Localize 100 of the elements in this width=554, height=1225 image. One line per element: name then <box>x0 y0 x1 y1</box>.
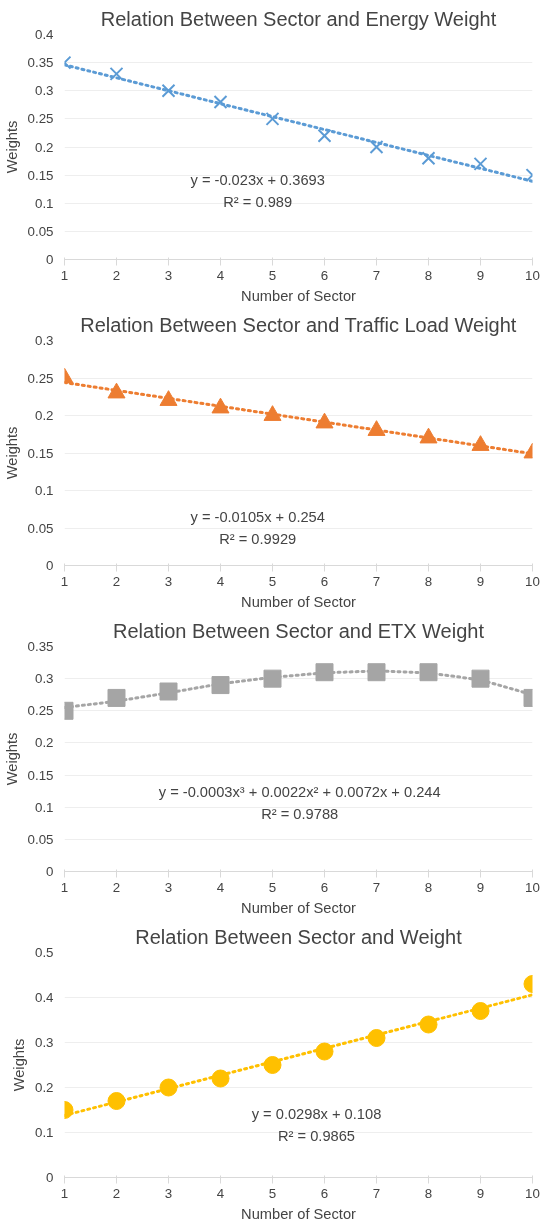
x-tick-label: 6 <box>320 879 329 895</box>
y-tick-label: 0.2 <box>34 1080 54 1095</box>
point <box>317 128 332 143</box>
annotation: y = -0.0003x³ + 0.0022x² + 0.0072x + 0.244 <box>158 784 441 801</box>
point <box>159 1078 178 1097</box>
y-tick-label: 0.15 <box>27 167 54 183</box>
x-tick-label: 2 <box>112 879 121 895</box>
x-axis-title: Number of Sector <box>241 593 357 610</box>
y-tick-label: 0 <box>46 558 54 573</box>
x-tick-label: 10 <box>525 267 540 283</box>
x-tick-label: 10 <box>525 879 540 895</box>
y-axis-title: Weights <box>3 426 20 480</box>
y-tick-label: 0 <box>46 1170 54 1185</box>
point <box>211 397 230 414</box>
point <box>211 1069 230 1088</box>
y-tick-label: 0.05 <box>27 223 54 239</box>
y-tick-label: 0.05 <box>27 520 54 536</box>
point <box>367 663 386 682</box>
point <box>369 139 384 155</box>
y-axis-title: Weights <box>3 732 20 786</box>
x-tick-label: 4 <box>216 1185 225 1201</box>
x-tick-label: 3 <box>164 573 173 589</box>
y-tick-label: 0.1 <box>34 799 54 815</box>
chart-title: Relation Between Sector and Weight <box>135 925 463 948</box>
x-tick-label: 8 <box>424 573 433 589</box>
point <box>265 111 280 126</box>
x-tick-label: 4 <box>216 573 225 589</box>
y-tick-label: 0.2 <box>34 735 54 751</box>
point <box>471 435 490 451</box>
x-tick-label: 4 <box>216 267 225 283</box>
point <box>367 420 386 436</box>
x-tick-label: 3 <box>164 267 173 283</box>
point <box>419 1015 438 1034</box>
y-tick-label: 0.3 <box>34 333 54 348</box>
point <box>471 669 490 688</box>
x-tick-label: 5 <box>268 573 277 589</box>
x-tick-label: 2 <box>112 573 121 589</box>
point <box>315 663 334 682</box>
x-axis-title: Number of Sector <box>241 287 357 304</box>
x-tick-label: 1 <box>60 879 69 895</box>
y-tick-label: 0.1 <box>34 483 54 498</box>
point <box>213 94 228 110</box>
point <box>109 66 124 81</box>
annotation: y = -0.023x + 0.3693 <box>190 172 325 189</box>
x-tick-label: 6 <box>320 267 329 283</box>
point <box>263 405 282 421</box>
chart-title: Relation Between Sector and ETX Weight <box>113 619 485 642</box>
point <box>471 1002 490 1020</box>
x-tick-label: 5 <box>268 1185 277 1201</box>
x-tick-label: 7 <box>372 573 381 589</box>
y-axis-title: Weights <box>10 1038 27 1092</box>
y-tick-label: 0 <box>46 864 54 879</box>
x-tick-label: 9 <box>476 573 485 589</box>
y-tick-label: 0.35 <box>27 639 54 654</box>
y-tick-label: 0.25 <box>27 111 54 127</box>
x-tick-label: 1 <box>60 573 69 589</box>
annotation: R² = 0.989 <box>223 194 293 211</box>
y-tick-label: 0.05 <box>27 831 54 847</box>
x-tick-label: 9 <box>476 879 485 895</box>
x-tick-label: 6 <box>320 1185 329 1201</box>
x-axis-title: Number of Sector <box>241 1205 357 1222</box>
x-tick-label: 8 <box>424 1185 433 1201</box>
y-tick-label: 0.3 <box>34 83 54 99</box>
y-tick-label: 0.3 <box>34 1035 54 1050</box>
chart-title: Relation Between Sector and Traffic Load Weight <box>80 313 517 336</box>
point <box>367 1029 386 1047</box>
annotation: R² = 0.9788 <box>261 806 339 823</box>
point <box>419 427 438 444</box>
point <box>421 151 436 166</box>
chart-title: Relation Between Sector and Energy Weight <box>100 7 497 30</box>
x-tick-label: 5 <box>268 879 277 895</box>
x-tick-label: 7 <box>372 1185 381 1201</box>
x-tick-label: 1 <box>60 267 69 283</box>
y-tick-label: 0.4 <box>34 27 55 42</box>
x-tick-label: 7 <box>372 267 381 283</box>
x-tick-label: 9 <box>476 1185 485 1201</box>
x-tick-label: 9 <box>476 267 485 283</box>
point <box>159 390 178 406</box>
y-tick-label: 0.25 <box>27 703 54 719</box>
x-tick-label: 2 <box>112 267 121 283</box>
y-axis-title: Weights <box>3 120 20 174</box>
point <box>263 1056 282 1074</box>
y-tick-label: 0.15 <box>27 767 54 783</box>
y-tick-label: 0.25 <box>27 370 54 386</box>
point <box>159 682 178 701</box>
x-tick-label: 10 <box>525 1185 540 1201</box>
x-tick-label: 6 <box>320 573 329 589</box>
annotation: R² = 0.9865 <box>278 1127 355 1144</box>
point <box>315 412 334 429</box>
x-tick-label: 10 <box>525 573 540 589</box>
x-axis-title: Number of Sector <box>241 899 357 916</box>
y-tick-label: 0.15 <box>27 445 54 461</box>
y-tick-label: 0.35 <box>27 55 54 71</box>
y-tick-label: 0.1 <box>34 1125 54 1140</box>
point <box>473 156 488 171</box>
x-tick-label: 2 <box>112 1185 121 1201</box>
y-tick-label: 0.4 <box>34 990 55 1005</box>
y-tick-label: 0.2 <box>34 139 54 155</box>
y-tick-label: 0.2 <box>34 408 54 423</box>
y-tick-label: 0.3 <box>34 671 54 687</box>
